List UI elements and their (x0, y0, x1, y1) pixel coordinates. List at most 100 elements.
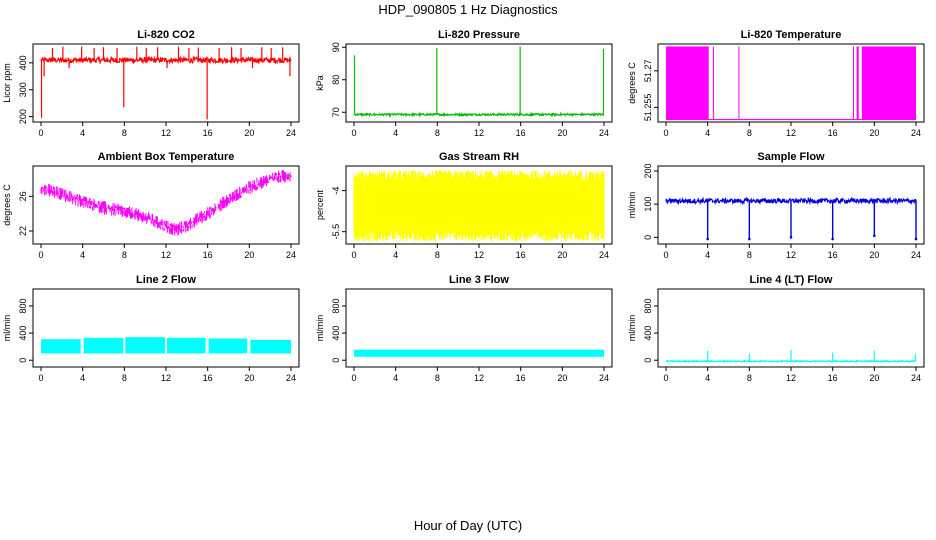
y-axis-label: ml/min (2, 315, 12, 342)
plot-frame (345, 43, 613, 123)
x-tick-label: 20 (244, 250, 254, 260)
flow-band-4 (167, 337, 206, 354)
x-tick-label: 4 (705, 250, 710, 260)
dip-point-6 (914, 237, 918, 241)
y-axis-label: ml/min (315, 315, 325, 342)
y-axis-label: Licor ppm (2, 63, 12, 103)
data-layer (354, 349, 604, 357)
x-tick-label: 24 (286, 373, 296, 383)
panel-title: Line 4 (LT) Flow (750, 274, 833, 286)
y-tick-label: -4 (331, 187, 341, 195)
x-tick-label: 4 (393, 373, 398, 383)
y-tick-label: 90 (331, 42, 341, 52)
temperature-block-3 (856, 46, 859, 120)
y-axis-label: degrees C (2, 184, 12, 226)
panel-title: Sample Flow (757, 151, 825, 163)
flow-band-2 (83, 337, 124, 354)
plot-frame (32, 165, 300, 245)
x-tick-label: 4 (80, 373, 85, 383)
y-tick-label: 400 (18, 55, 28, 70)
x-tick-label: 20 (869, 373, 879, 383)
y-tick-label: 400 (643, 326, 653, 341)
x-tick-label: 16 (516, 128, 526, 138)
y-axis-label: degrees C (627, 62, 637, 104)
panel-2: Li-820 Pressure kPa 0 4 8 12 16 20 24 70 80 90 (315, 29, 613, 138)
x-tick-label: 16 (203, 373, 213, 383)
x-tick-label: 8 (122, 128, 127, 138)
y-tick-label: 300 (18, 82, 28, 97)
data-layer (665, 350, 917, 364)
series-line (665, 196, 917, 206)
y-tick-label: 0 (643, 358, 653, 363)
x-tick-label: 0 (663, 250, 668, 260)
y-axis-label: percent (315, 189, 325, 220)
x-tick-label: 20 (244, 373, 254, 383)
x-tick-label: 12 (474, 373, 484, 383)
y-tick-label: 80 (331, 75, 341, 85)
dip-point-2 (748, 237, 751, 241)
y-tick-label: 22 (18, 226, 28, 236)
temperature-block-4 (861, 46, 916, 120)
x-tick-label: 24 (599, 250, 609, 260)
series-line (353, 111, 604, 118)
dip-point-3 (789, 236, 793, 239)
data-layer (41, 337, 291, 354)
panel-6: Sample Flow ml/min 0 4 8 12 16 20 24 0 100 200 (627, 151, 925, 260)
x-tick-label: 0 (351, 128, 356, 138)
x-tick-label: 24 (911, 373, 921, 383)
panel-4: Ambient Box Temperature degrees C 0 4 8 12 16 2… (2, 151, 300, 260)
data-layer (353, 170, 605, 242)
plot-frame (32, 288, 300, 368)
series-line (40, 55, 292, 65)
x-tick-label: 20 (244, 128, 254, 138)
panel-title: Gas Stream RH (439, 151, 519, 163)
x-tick-label: 0 (38, 250, 43, 260)
y-tick-label: 0 (18, 358, 28, 363)
x-tick-label: 24 (286, 128, 296, 138)
x-tick-label: 12 (786, 373, 796, 383)
y-axis-label: ml/min (627, 192, 637, 219)
flow-band-6 (250, 339, 291, 354)
x-tick-label: 16 (516, 373, 526, 383)
panel-title: Li-820 CO2 (137, 29, 194, 41)
rh-series (353, 170, 605, 242)
x-tick-label: 20 (557, 373, 567, 383)
figure-x-label: Hour of Day (UTC) (413, 518, 523, 533)
panel-8: Line 3 Flow ml/min 0 4 8 12 16 20 24 0 400 800 (315, 274, 613, 383)
x-tick-label: 12 (786, 250, 796, 260)
data-layer (40, 169, 292, 236)
y-tick-label: 0 (643, 235, 653, 240)
y-tick-label: 70 (331, 107, 341, 117)
x-tick-label: 0 (351, 373, 356, 383)
panel-title: Li-820 Pressure (438, 29, 520, 41)
panel-title: Ambient Box Temperature (98, 151, 235, 163)
x-tick-label: 16 (203, 250, 213, 260)
x-tick-label: 12 (474, 128, 484, 138)
flow-band-5 (208, 338, 248, 354)
temperature-block-1 (666, 46, 709, 120)
y-tick-label: 200 (18, 109, 28, 124)
y-tick-label: 400 (331, 326, 341, 341)
x-tick-label: 12 (474, 250, 484, 260)
y-tick-label: -5.5 (331, 224, 341, 240)
temperature-series (40, 169, 292, 236)
y-tick-label: 51.27 (643, 60, 653, 83)
x-tick-label: 20 (557, 250, 567, 260)
panel-3: Li-820 Temperature degrees C 0 4 8 12 16 20 24 51… (627, 29, 925, 138)
x-tick-label: 12 (161, 128, 171, 138)
x-tick-label: 8 (747, 373, 752, 383)
panel-title: Line 3 Flow (449, 274, 509, 286)
data-layer (40, 46, 292, 120)
x-tick-label: 12 (786, 128, 796, 138)
panel-title: Li-820 Temperature (741, 29, 842, 41)
y-tick-label: 51.255 (643, 94, 653, 122)
x-tick-label: 24 (911, 128, 921, 138)
x-tick-label: 12 (161, 250, 171, 260)
x-tick-label: 0 (38, 128, 43, 138)
y-tick-label: 26 (18, 191, 28, 201)
temperature-block-2 (712, 46, 714, 120)
x-tick-label: 8 (435, 128, 440, 138)
x-tick-label: 0 (351, 250, 356, 260)
data-layer (353, 46, 605, 118)
x-tick-label: 16 (828, 128, 838, 138)
